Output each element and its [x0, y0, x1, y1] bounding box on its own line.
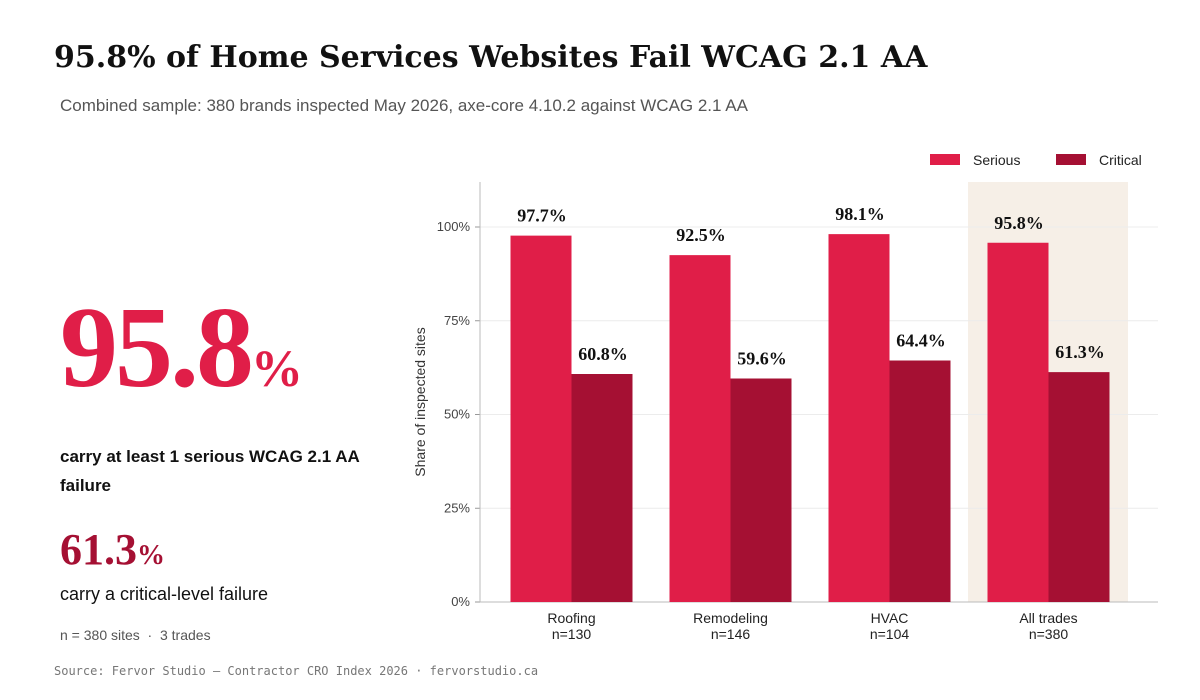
stat-caption: carry at least 1 serious WCAG 2.1 AA fai… — [60, 447, 360, 495]
bar — [730, 378, 792, 602]
x-tick-label: All trades — [1019, 610, 1077, 626]
source: Source: Fervor Studio — Contractor CRO I… — [54, 664, 539, 678]
bar — [571, 374, 633, 602]
secondary-stat: 61.3% — [60, 528, 165, 572]
y-tick-label: 75% — [444, 313, 470, 328]
value-label: 98.1% — [835, 204, 885, 224]
stat-number: 61.3 — [60, 525, 137, 574]
stat-unit: % — [251, 341, 303, 398]
x-tick-sublabel: n=104 — [870, 626, 910, 642]
bar — [1048, 372, 1110, 602]
bar — [828, 234, 890, 602]
stat-unit: % — [137, 540, 165, 571]
value-label: 97.7% — [517, 206, 567, 226]
x-tick-sublabel: n=146 — [711, 626, 751, 642]
y-tick-label: 25% — [444, 500, 470, 515]
bar — [669, 255, 731, 602]
x-tick-label: Remodeling — [693, 610, 768, 626]
stat-number: 95.8 — [60, 284, 254, 412]
x-tick-label: Roofing — [547, 610, 595, 626]
y-tick-label: 0% — [451, 594, 470, 609]
x-tick-sublabel: n=380 — [1029, 626, 1069, 642]
value-label: 64.4% — [896, 331, 946, 351]
bar — [889, 360, 951, 602]
title: 95.8% of Home Services Websites Fail WCA… — [54, 40, 928, 75]
y-tick-label: 50% — [444, 407, 470, 422]
sample-note: n = 380 sites · 3 trades — [60, 627, 211, 643]
value-label: 92.5% — [676, 225, 726, 245]
legend-label: Critical — [1099, 152, 1142, 168]
legend-label: Serious — [973, 152, 1020, 168]
value-label: 61.3% — [1055, 342, 1105, 362]
bar — [510, 235, 572, 602]
headline-stat: 95.8% — [60, 290, 303, 406]
bar — [987, 242, 1049, 602]
y-axis-label: Share of inspected sites — [412, 327, 428, 476]
value-label: 60.8% — [578, 344, 628, 364]
subtitle: Combined sample: 380 brands inspected Ma… — [60, 96, 748, 115]
legend-swatch — [1056, 154, 1086, 165]
value-label: 95.8% — [994, 213, 1044, 233]
x-tick-sublabel: n=130 — [552, 626, 592, 642]
stat-caption: carry a critical-level failure — [60, 584, 269, 604]
x-tick-label: HVAC — [871, 610, 909, 626]
value-label: 59.6% — [737, 349, 787, 369]
legend-swatch — [930, 154, 960, 165]
y-tick-label: 100% — [437, 219, 471, 234]
